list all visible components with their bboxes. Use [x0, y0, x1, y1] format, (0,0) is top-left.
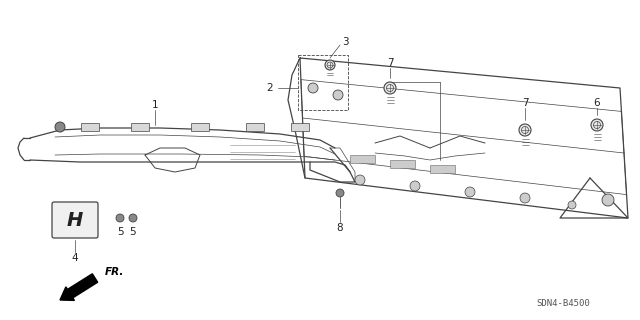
Bar — [191, 123, 209, 131]
Circle shape — [129, 214, 137, 222]
Text: SDN4-B4500: SDN4-B4500 — [536, 299, 590, 308]
Text: FR.: FR. — [105, 267, 124, 277]
Bar — [350, 155, 375, 163]
Circle shape — [325, 60, 335, 70]
Circle shape — [568, 201, 576, 209]
Text: 4: 4 — [72, 253, 78, 263]
Text: 5: 5 — [116, 227, 124, 237]
Text: 2: 2 — [267, 83, 273, 93]
Circle shape — [327, 62, 333, 68]
Circle shape — [465, 187, 475, 197]
Circle shape — [333, 90, 343, 100]
Text: H: H — [67, 211, 83, 229]
FancyArrow shape — [60, 274, 98, 300]
Bar — [430, 165, 455, 173]
Text: 5: 5 — [130, 227, 136, 237]
Text: 1: 1 — [152, 100, 158, 110]
Text: 7: 7 — [387, 58, 394, 68]
Bar — [390, 160, 415, 168]
FancyBboxPatch shape — [52, 202, 98, 238]
Circle shape — [336, 189, 344, 197]
Circle shape — [410, 181, 420, 191]
Circle shape — [522, 126, 529, 133]
Circle shape — [55, 122, 65, 132]
Circle shape — [591, 119, 603, 131]
Bar — [81, 123, 99, 131]
Circle shape — [387, 84, 394, 92]
Circle shape — [116, 214, 124, 222]
Text: 8: 8 — [337, 223, 343, 233]
Bar — [246, 123, 264, 131]
Circle shape — [308, 83, 318, 93]
Bar — [131, 123, 149, 131]
Text: 3: 3 — [342, 37, 348, 47]
Bar — [291, 123, 309, 131]
Text: 6: 6 — [594, 98, 600, 108]
Circle shape — [593, 122, 600, 129]
Circle shape — [520, 193, 530, 203]
Circle shape — [602, 194, 614, 206]
Circle shape — [519, 124, 531, 136]
Circle shape — [355, 175, 365, 185]
Text: 7: 7 — [522, 98, 528, 108]
Circle shape — [384, 82, 396, 94]
